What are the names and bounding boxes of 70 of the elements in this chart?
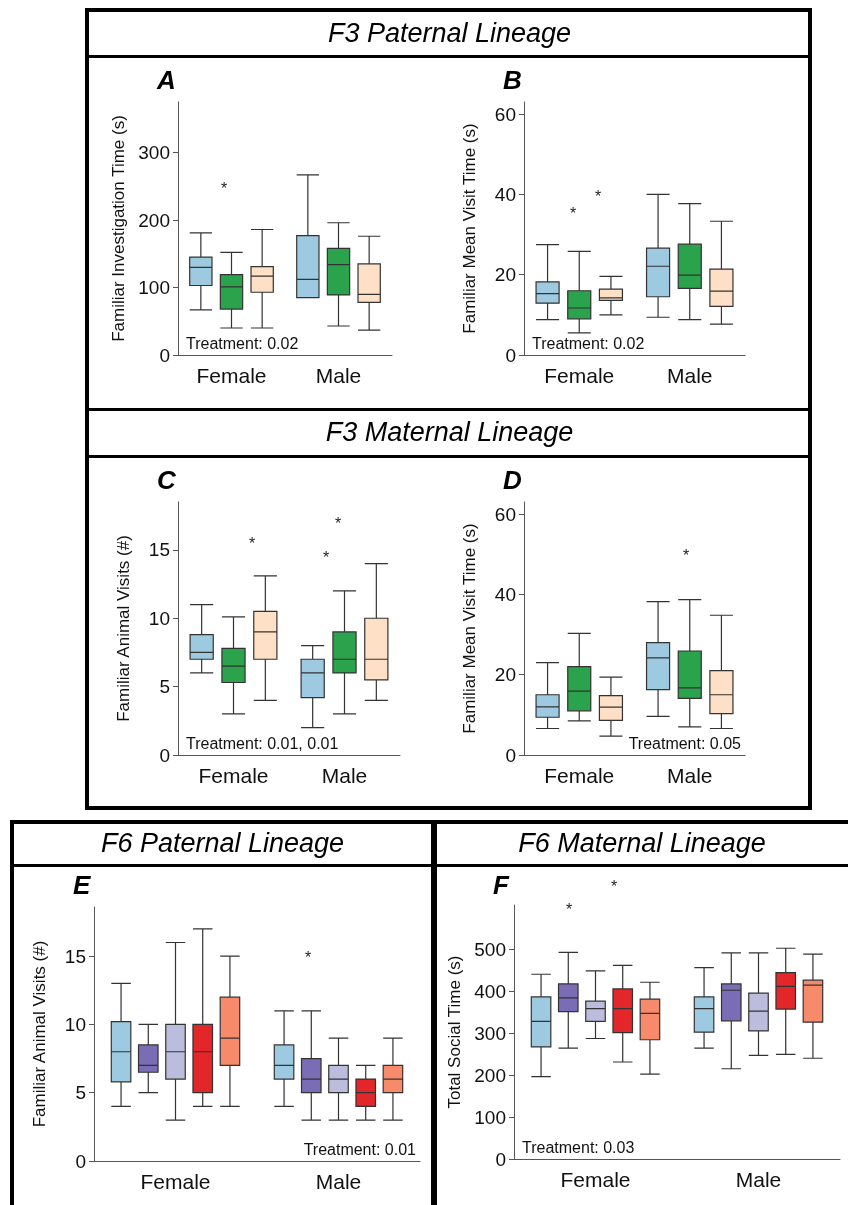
y-tick-label: 300 <box>138 142 170 164</box>
y-tick-label: 100 <box>474 1106 506 1128</box>
chart-subtitle: B <box>503 65 522 95</box>
y-tick-label: 100 <box>138 277 170 299</box>
y-tick-label: 15 <box>64 945 86 967</box>
chart-title: F3 Maternal Lineage <box>324 416 575 449</box>
y-tick-label: 300 <box>474 1022 506 1044</box>
y-tick-label: 400 <box>474 980 506 1002</box>
y-tick-label: 10 <box>64 1013 86 1035</box>
annotation: * <box>594 187 602 205</box>
annotation: * <box>569 204 577 222</box>
x-tick-label: Male <box>321 764 368 787</box>
annotation: Treatment: 0.02 <box>186 334 299 352</box>
text: * <box>610 877 618 895</box>
y-axis-title: Familiar Mean Visit Time (s) <box>460 123 479 334</box>
y-tick-label: 40 <box>494 183 516 205</box>
chart-subtitle: A <box>156 65 176 95</box>
y-tick-label: 60 <box>494 103 516 125</box>
y-axis-title: Familiar Animal Visits (#) <box>30 940 49 1128</box>
annotation: * <box>334 514 342 532</box>
y-tick-label: 5 <box>75 1082 86 1104</box>
y-tick-label: 5 <box>159 676 170 698</box>
x-tick-label: Female <box>140 1170 211 1193</box>
y-axis-title: Familiar Investigation Time (s) <box>109 115 129 342</box>
y-axis-title: Familiar Animal Visits (#) <box>114 535 133 722</box>
y-tick-label: 20 <box>494 664 516 686</box>
chart-subtitle: D <box>503 465 522 495</box>
y-tick-label: 200 <box>138 209 170 231</box>
x-tick-label: Male <box>666 364 713 387</box>
y-axis-title: Total Social Time (s) <box>445 955 465 1109</box>
y-tick-label: 15 <box>148 539 170 561</box>
annotation: * <box>220 179 228 197</box>
annotation: Treatment: 0.02 <box>532 334 645 352</box>
y-tick-label: 0 <box>75 1150 86 1172</box>
chart-subtitle: F <box>493 870 510 900</box>
x-tick-label: Male <box>666 764 713 787</box>
x-tick-label: Male <box>735 1168 782 1191</box>
y-tick-label: 0 <box>159 744 170 766</box>
annotation: Treatment: 0.05 <box>628 734 742 752</box>
text: F3 Paternal Lineage <box>326 17 573 50</box>
y-tick-label: 200 <box>474 1064 506 1086</box>
x-tick-label: Male <box>315 1170 362 1193</box>
annotation: Treatment: 0.01 <box>303 1140 417 1158</box>
annotation: * <box>682 546 690 564</box>
chart-title: F6 Paternal Lineage <box>99 827 346 860</box>
annotation: Treatment: 0.01, 0.01 <box>186 734 339 752</box>
annotation: * <box>248 534 256 552</box>
chart-title: F6 Maternal Lineage <box>517 827 767 860</box>
y-tick-label: 0 <box>505 344 516 366</box>
y-tick-label: 60 <box>494 503 516 525</box>
y-tick-label: 20 <box>494 264 516 286</box>
x-tick-label: Female <box>560 1168 631 1191</box>
chart-subtitle: E <box>73 870 91 900</box>
x-tick-label: Female <box>198 764 269 787</box>
x-tick-label: Male <box>315 364 362 387</box>
y-tick-label: 0 <box>495 1148 506 1170</box>
y-tick-label: 40 <box>494 583 516 605</box>
x-tick-label: Female <box>544 764 615 787</box>
chart-subtitle: C <box>157 465 177 495</box>
y-axis-title: Familiar Mean Visit Time (s) <box>460 523 479 734</box>
y-tick-label: 0 <box>505 744 516 766</box>
annotation: Treatment: 0.03 <box>522 1138 635 1156</box>
y-tick-label: 500 <box>474 938 506 960</box>
y-tick-label: 10 <box>148 607 170 629</box>
annotation: * <box>322 548 330 566</box>
y-tick-label: 0 <box>159 344 170 366</box>
annotation: * <box>565 900 573 918</box>
x-tick-label: Female <box>196 364 267 387</box>
annotation: * <box>304 948 312 966</box>
x-tick-label: Female <box>544 364 615 387</box>
